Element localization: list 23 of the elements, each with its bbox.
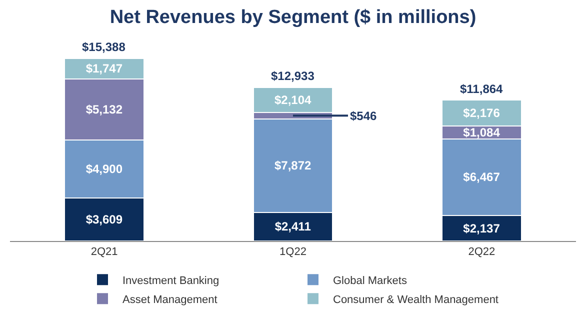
legend-label: Investment Banking bbox=[122, 274, 220, 287]
legend-label: Asset Management bbox=[122, 294, 218, 306]
x-tick-label: 2Q22 bbox=[468, 246, 496, 258]
total-label: $15,388 bbox=[82, 40, 126, 54]
chart-title: Net Revenues by Segment ($ in millions) bbox=[110, 6, 476, 28]
data-label: $2,176 bbox=[463, 106, 500, 120]
data-label: $4,900 bbox=[86, 162, 123, 176]
data-label: $6,467 bbox=[463, 170, 500, 184]
legend-label: Consumer & Wealth Management bbox=[333, 294, 498, 306]
total-label: $12,933 bbox=[271, 69, 315, 83]
data-label: $1,084 bbox=[463, 125, 500, 140]
legend-label: Global Markets bbox=[333, 274, 408, 287]
x-tick-label: 2Q21 bbox=[90, 246, 118, 258]
data-label: $7,872 bbox=[274, 158, 312, 173]
data-label: $3,609 bbox=[86, 212, 123, 227]
data-label: $1,747 bbox=[86, 62, 123, 76]
total-label: $11,864 bbox=[460, 82, 504, 96]
data-label: $2,411 bbox=[274, 220, 312, 234]
data-label: $546 bbox=[350, 109, 378, 123]
data-label: $2,137 bbox=[463, 221, 500, 236]
data-label: $5,132 bbox=[86, 102, 123, 116]
x-tick-label: 1Q22 bbox=[280, 246, 306, 258]
data-label: $2,104 bbox=[274, 92, 312, 107]
